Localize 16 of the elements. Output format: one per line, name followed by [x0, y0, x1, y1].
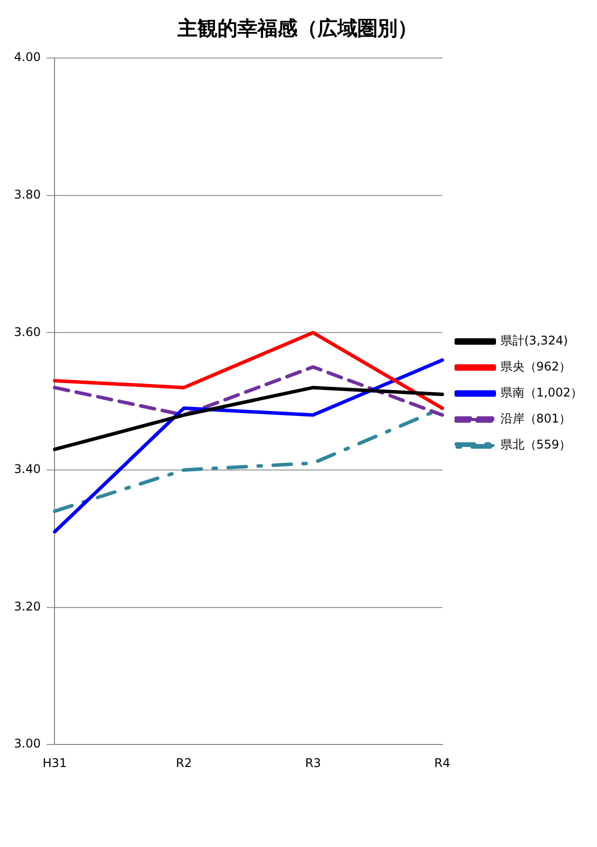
- legend-label: 県計(3,324): [500, 334, 568, 348]
- y-tick-label: 3.80: [14, 187, 41, 202]
- y-tick-label: 3.40: [14, 462, 41, 476]
- y-tick-label: 3.20: [14, 599, 41, 614]
- x-tick-label: R4: [434, 756, 450, 770]
- x-tick-label: H31: [42, 756, 67, 770]
- chart-title: 主観的幸福感（広域圏別）: [176, 16, 418, 40]
- legend-label: 沿岸（801）: [500, 412, 572, 426]
- legend-label: 県北（559）: [500, 438, 572, 452]
- legend-label: 県南（1,002）: [500, 386, 583, 400]
- legend-label: 県央（962）: [500, 360, 572, 374]
- y-tick-label: 3.00: [14, 736, 41, 751]
- y-tick-label: 3.60: [14, 324, 41, 339]
- x-tick-label: R3: [305, 756, 322, 770]
- x-tick-label: R2: [176, 756, 192, 770]
- y-tick-label: 4.00: [14, 50, 41, 64]
